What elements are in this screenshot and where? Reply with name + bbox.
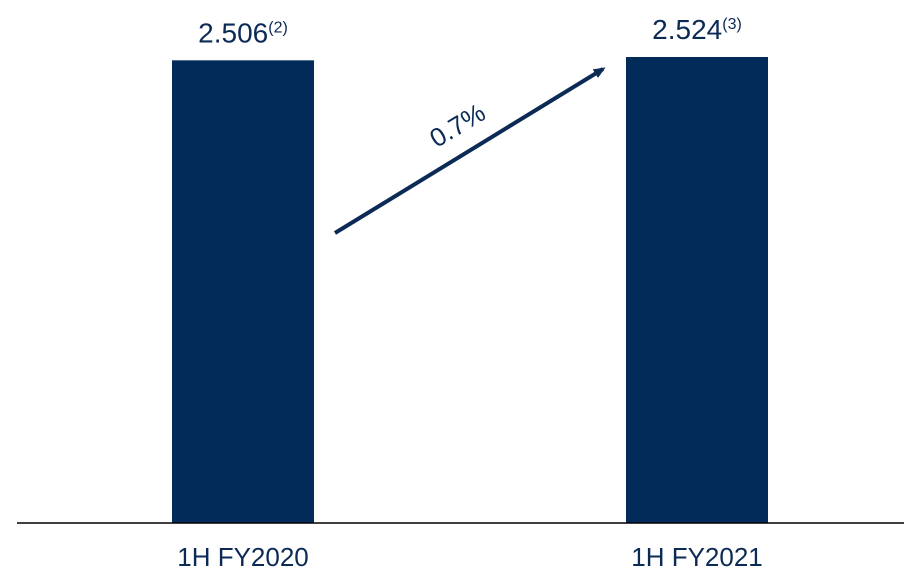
growth-arrow [333,67,606,235]
bar-1h-fy2020 [172,60,314,523]
footnote-marker: (2) [268,19,288,36]
x-tick-label-1h-fy2021: 1H FY2021 [631,542,763,572]
data-label-value: 2.506 [198,17,268,48]
x-tick-label-1h-fy2020: 1H FY2020 [177,542,309,572]
bar-1h-fy2021 [626,57,768,523]
data-label-value: 2.524 [652,14,722,45]
bars-group [172,57,768,523]
data-label-1h-fy2020: 2.506(2) [198,17,288,48]
footnote-marker: (3) [722,16,742,33]
data-label-1h-fy2021: 2.524(3) [652,14,742,45]
